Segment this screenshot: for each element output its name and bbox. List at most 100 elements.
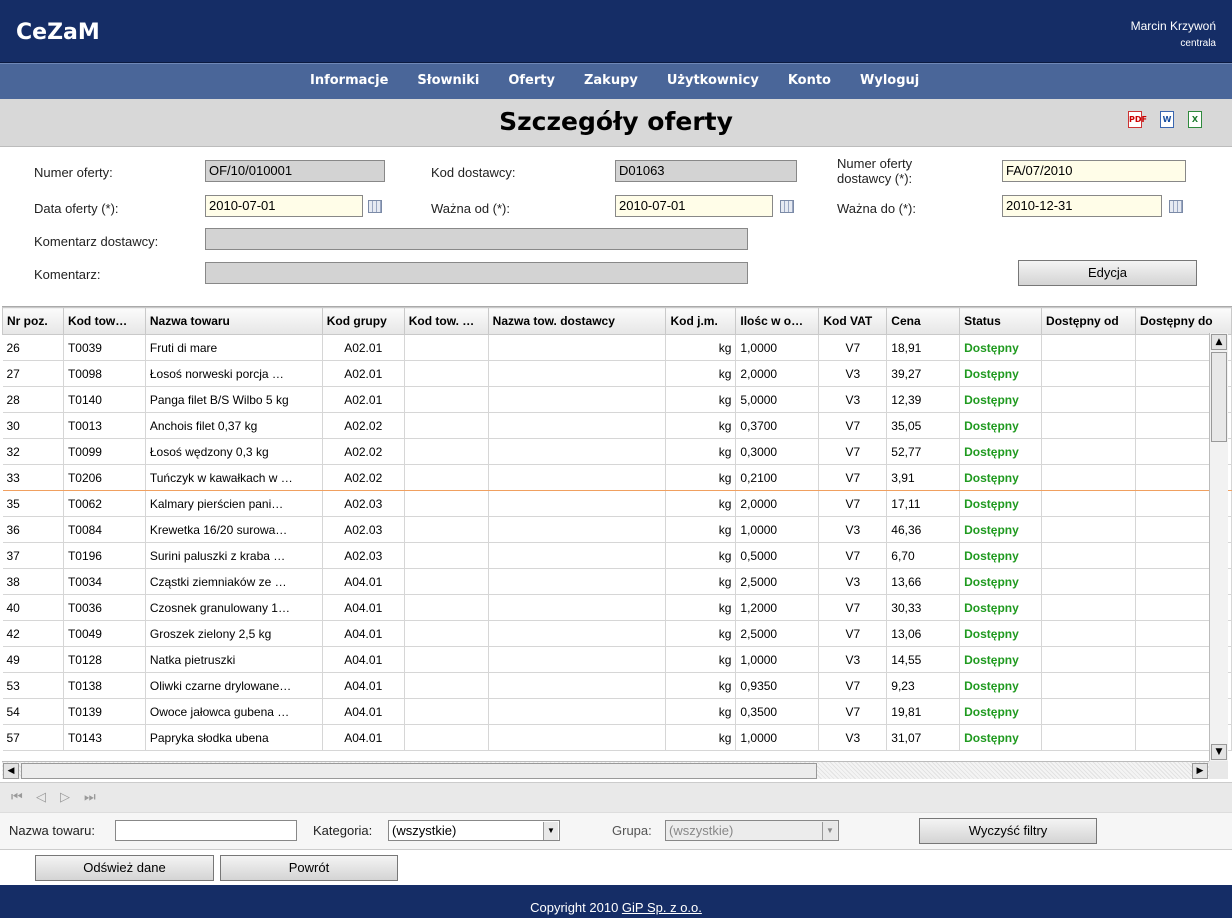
excel-export-icon[interactable]: X	[1188, 111, 1202, 128]
scroll-down-icon[interactable]: ▼	[1211, 744, 1227, 760]
table-row[interactable]: 28 T0140 Panga filet B/S Wilbo 5 kg A02.01 k…	[2, 386, 1232, 413]
table-body: 26 T0039 Fruti di mare A02.01 kg 1,0000 V7 18,9…	[2, 334, 1232, 751]
column-header[interactable]: Kod grupy	[321, 307, 405, 335]
table-cell: 19,81	[886, 698, 961, 725]
table-row[interactable]: 42 T0049 Groszek zielony 2,5 kg A04.01 kg 2,5…	[2, 620, 1232, 647]
pdf-export-icon[interactable]: PDF	[1128, 111, 1147, 128]
table-row[interactable]: 26 T0039 Fruti di mare A02.01 kg 1,0000 V7 18,9…	[2, 334, 1232, 361]
table-cell: Fruti di mare	[145, 334, 323, 361]
column-header[interactable]: Kod j.m.	[665, 307, 737, 335]
komentarz-dostawcy-field[interactable]	[205, 228, 748, 250]
table-row[interactable]: 40 T0036 Czosnek granulowany 1… A04.01 kg 1,2…	[2, 594, 1232, 621]
table-cell: T0049	[63, 620, 146, 647]
table-row[interactable]: 30 T0013 Anchois filet 0,37 kg A02.02 kg 0,37…	[2, 412, 1232, 439]
table-row[interactable]: 33 T0206 Tuńczyk w kawałkach w … A02.02 kg 0,…	[2, 464, 1232, 491]
horizontal-scroll-thumb[interactable]	[21, 763, 817, 779]
kategoria-filter-select[interactable]: (wszystkie) ▼	[388, 820, 560, 841]
table-cell	[404, 386, 489, 413]
column-header[interactable]: Dostępny od	[1041, 307, 1136, 335]
nav-item-slowniki[interactable]: Słowniki	[417, 73, 480, 88]
scroll-left-icon[interactable]: ◀	[3, 763, 19, 779]
wazna-od-field[interactable]: 2010-07-01	[615, 195, 773, 217]
vertical-scrollbar[interactable]: ▲ ▼	[1209, 333, 1228, 761]
data-oferty-field[interactable]: 2010-07-01	[205, 195, 363, 217]
table-row[interactable]: 38 T0034 Cząstki ziemniaków ze … A04.01 kg 2,…	[2, 568, 1232, 595]
table-cell: kg	[665, 334, 737, 361]
back-button[interactable]: Powrót	[220, 855, 398, 881]
nav-item-uzytkownicy[interactable]: Użytkownicy	[666, 73, 759, 88]
table-cell: 0,5000	[735, 542, 820, 569]
nav-item-wyloguj[interactable]: Wyloguj	[860, 73, 920, 88]
company-link[interactable]: GiP Sp. z o.o.	[621, 900, 702, 915]
table-cell: kg	[665, 672, 737, 699]
column-header[interactable]: Nr poz.	[2, 307, 64, 335]
column-header[interactable]: Kod tow. …	[403, 307, 489, 335]
scroll-up-icon[interactable]: ▲	[1211, 334, 1227, 350]
app-logo-title: CeZaM	[16, 20, 100, 45]
wazna-do-calendar-icon[interactable]	[1169, 200, 1183, 213]
table-row[interactable]: 57 T0143 Papryka słodka ubena A04.01 kg 1,000…	[2, 724, 1232, 751]
prev-page-icon[interactable]: ◁	[36, 790, 46, 805]
column-header[interactable]: Ilośc w o…	[735, 307, 820, 335]
edycja-button[interactable]: Edycja	[1018, 260, 1197, 286]
user-name: Marcin Krzywoń	[1130, 19, 1216, 33]
table-row[interactable]: 35 T0062 Kalmary pierścien pani… A02.03 kg 2,…	[2, 490, 1232, 517]
first-page-icon[interactable]: ⏮	[11, 790, 23, 805]
wazna-do-label: Ważna do (*):	[837, 201, 916, 216]
next-page-icon[interactable]: ▷	[60, 790, 70, 805]
table-row[interactable]: 49 T0128 Natka pietruszki A04.01 kg 1,0000 V3 1…	[2, 646, 1232, 673]
main-nav: Informacje Słowniki Oferty Zakupy Użytko…	[0, 63, 1232, 99]
column-header[interactable]: Dostępny do	[1134, 307, 1232, 335]
column-header[interactable]: Kod VAT	[818, 307, 888, 335]
table-row[interactable]: 54 T0139 Owoce jałowca gubena … A04.01 kg 0,3…	[2, 698, 1232, 725]
column-header[interactable]: Kod tow…	[62, 307, 146, 335]
table-row[interactable]: 27 T0098 Łosoś norweski porcja … A02.01 kg 2,…	[2, 360, 1232, 387]
grupa-filter-select[interactable]: (wszystkie) ▼	[665, 820, 839, 841]
clear-filters-button[interactable]: Wyczyść filtry	[919, 818, 1097, 844]
table-cell	[404, 698, 489, 725]
wazna-do-field[interactable]: 2010-12-31	[1002, 195, 1162, 217]
table-cell: Dostępny	[959, 646, 1043, 673]
table-cell	[1041, 490, 1136, 517]
refresh-button[interactable]: Odśwież dane	[35, 855, 214, 881]
nav-item-informacje[interactable]: Informacje	[310, 73, 389, 88]
table-cell	[404, 360, 489, 387]
chevron-down-icon[interactable]: ▼	[543, 822, 558, 840]
horizontal-scrollbar[interactable]: ◀ ▶	[2, 761, 1209, 779]
table-row[interactable]: 37 T0196 Surini paluszki z kraba … A02.03 kg…	[2, 542, 1232, 569]
nav-item-zakupy[interactable]: Zakupy	[583, 73, 638, 88]
table-cell: 1,0000	[735, 516, 820, 543]
kod-dostawcy-field[interactable]: D01063	[615, 160, 797, 182]
komentarz-field[interactable]	[205, 262, 748, 284]
column-header[interactable]: Nazwa towaru	[144, 307, 323, 335]
column-header[interactable]: Status	[959, 307, 1043, 335]
table-cell: 13,06	[886, 620, 961, 647]
nav-item-konto[interactable]: Konto	[787, 73, 831, 88]
table-cell: Dostępny	[959, 698, 1043, 725]
table-cell: T0098	[63, 360, 146, 387]
table-cell: 57	[2, 724, 64, 751]
table-cell: A04.01	[322, 620, 405, 647]
table-row[interactable]: 32 T0099 Łosoś wędzony 0,3 kg A02.02 kg 0,300…	[2, 438, 1232, 465]
numer-oferty-field[interactable]: OF/10/010001	[205, 160, 385, 182]
table-cell	[1041, 464, 1136, 491]
table-cell	[488, 490, 667, 517]
column-header[interactable]: Cena	[886, 307, 961, 335]
wazna-od-calendar-icon[interactable]	[780, 200, 794, 213]
column-header[interactable]: Nazwa tow. dostawcy	[487, 307, 667, 335]
nav-item-oferty[interactable]: Oferty	[508, 73, 555, 88]
table-cell: Owoce jałowca gubena …	[145, 698, 323, 725]
nazwa-towaru-filter-label: Nazwa towaru:	[9, 823, 95, 838]
scroll-right-icon[interactable]: ▶	[1192, 763, 1208, 779]
table-row[interactable]: 53 T0138 Oliwki czarne drylowane… A04.01 kg 0…	[2, 672, 1232, 699]
last-page-icon[interactable]: ⏭	[84, 790, 96, 805]
user-location: centrala	[1180, 38, 1216, 49]
table-cell: 1,0000	[735, 724, 820, 751]
word-export-icon[interactable]: W	[1160, 111, 1174, 128]
nazwa-towaru-filter-input[interactable]	[115, 820, 297, 841]
vertical-scroll-thumb[interactable]	[1211, 352, 1227, 442]
table-cell: 30	[2, 412, 64, 439]
data-oferty-calendar-icon[interactable]	[368, 200, 382, 213]
table-row[interactable]: 36 T0084 Krewetka 16/20 surowa… A02.03 kg 1,0…	[2, 516, 1232, 543]
numer-oferty-dostawcy-field[interactable]: FA/07/2010	[1002, 160, 1186, 182]
